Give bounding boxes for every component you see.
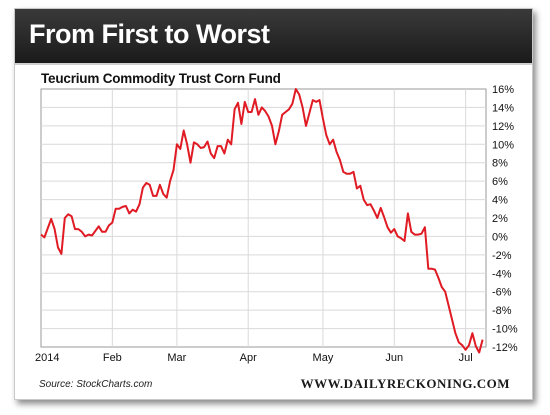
site-watermark: WWW.DAILYRECKONING.COM — [300, 376, 510, 391]
y-tick-label: 0% — [492, 231, 508, 243]
y-tick-label: -4% — [492, 268, 512, 280]
chart-title: Teucrium Commodity Trust Corn Fund — [41, 71, 281, 86]
x-tick-label: Jul — [459, 352, 473, 364]
page-title: From First to Worst — [29, 19, 270, 49]
y-tick-label: -10% — [492, 324, 518, 336]
line-chart: 16% 14% 12% 10% 8% 6% 4% 2% 0% -2% -4% -6% -8% -10% -1… — [35, 84, 518, 364]
y-tick-label: 2% — [492, 213, 508, 225]
y-tick-label: -6% — [492, 287, 512, 299]
y-tick-label: 10% — [492, 139, 514, 151]
y-tick-label: 14% — [492, 102, 514, 114]
series-line — [40, 88, 484, 354]
y-tick-label: -12% — [492, 342, 518, 354]
x-tick-label: May — [313, 352, 334, 364]
x-tick-label: 2014 — [35, 352, 59, 364]
x-tick-label: Jun — [385, 352, 403, 364]
y-tick-label: 16% — [492, 84, 514, 96]
y-tick-label: -8% — [492, 305, 512, 317]
x-tick-label: Feb — [103, 352, 122, 364]
y-tick-label: 12% — [492, 121, 514, 133]
source-note: Source: StockCharts.com — [39, 379, 153, 390]
x-tick-label: Mar — [167, 352, 186, 364]
y-tick-label: 8% — [492, 158, 508, 170]
y-tick-label: 6% — [492, 176, 508, 188]
x-tick-label: Apr — [240, 352, 257, 364]
y-tick-label: -2% — [492, 250, 512, 262]
title-banner: From First to Worst — [15, 9, 532, 65]
y-tick-label: 4% — [492, 195, 508, 207]
chart-card: From First to Worst Teucrium Commodity T… — [14, 8, 533, 400]
